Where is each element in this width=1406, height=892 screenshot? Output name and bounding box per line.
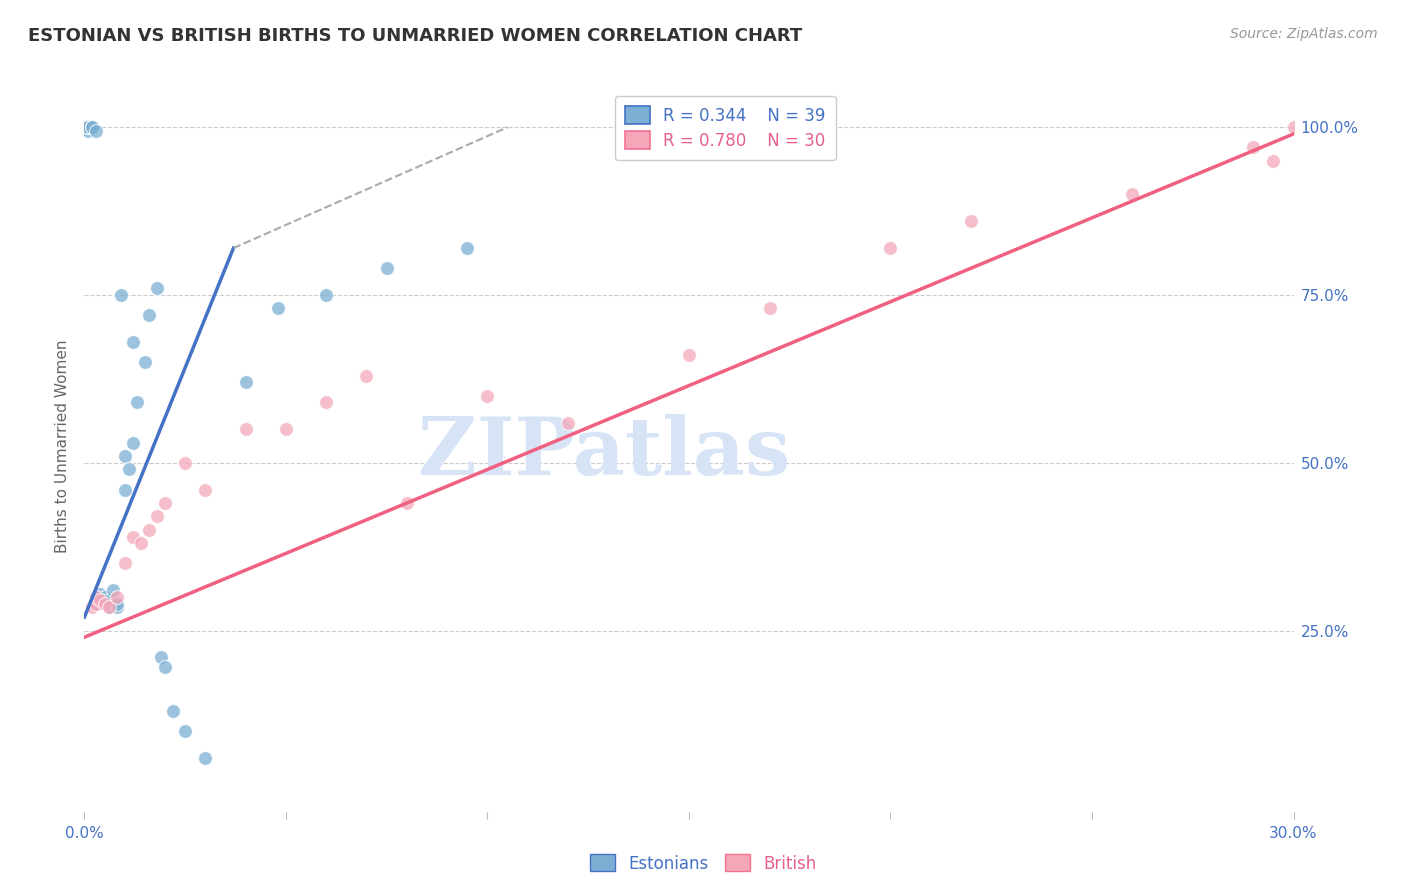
Point [105,590,128,604]
Point [105,600,128,615]
Point [97,600,120,615]
Point [86,597,108,611]
Point [678,348,700,362]
Point [129,536,152,550]
Point [456,241,478,255]
Point [105,597,128,611]
Point [1121,187,1143,202]
Y-axis label: Births to Unmarried Women: Births to Unmarried Women [55,339,70,553]
Point [114,449,136,463]
Point [1282,120,1305,135]
Point [153,660,176,674]
Point [274,422,297,436]
Point [174,724,197,739]
Text: Source: ZipAtlas.com: Source: ZipAtlas.com [1230,27,1378,41]
Point [315,395,337,409]
Point [125,395,148,409]
Point [153,496,176,510]
Point [960,214,983,228]
Point [235,422,257,436]
Point [194,751,217,765]
Point [477,389,499,403]
Point [101,583,124,598]
Point [315,288,337,302]
Point [758,301,780,316]
Point [149,650,172,665]
Point [114,483,136,497]
Point [375,261,398,276]
Point [86,590,108,604]
Point [82,120,104,135]
Point [93,593,115,607]
Point [121,334,143,349]
Point [118,462,141,476]
Point [1263,153,1285,168]
Point [235,376,257,390]
Point [77,123,100,137]
Point [86,593,108,607]
Point [121,530,143,544]
Point [82,120,104,135]
Point [267,301,290,316]
Point [146,281,169,295]
Point [174,456,197,470]
Point [879,241,901,255]
Point [146,509,169,524]
Point [82,600,104,615]
Legend: Estonians, British: Estonians, British [583,847,823,880]
Point [77,120,100,135]
Point [86,590,108,604]
Text: ZIPatlas: ZIPatlas [418,414,790,492]
Point [93,590,115,604]
Point [86,123,108,137]
Point [86,597,108,611]
Point [134,355,156,369]
Point [114,557,136,571]
Point [557,416,579,430]
Point [138,308,160,322]
Point [97,593,120,607]
Point [1241,140,1264,154]
Point [89,593,111,607]
Point [356,368,378,383]
Point [82,120,104,135]
Point [395,496,418,510]
Text: ESTONIAN VS BRITISH BIRTHS TO UNMARRIED WOMEN CORRELATION CHART: ESTONIAN VS BRITISH BIRTHS TO UNMARRIED … [28,27,803,45]
Point [93,597,115,611]
Point [194,483,217,497]
Point [77,120,100,135]
Point [89,587,111,601]
Point [97,600,120,615]
Legend: R = 0.344    N = 39, R = 0.780    N = 30: R = 0.344 N = 39, R = 0.780 N = 30 [614,96,835,160]
Point [162,704,184,718]
Point [138,523,160,537]
Point [110,288,132,302]
Point [121,435,143,450]
Point [77,120,100,135]
